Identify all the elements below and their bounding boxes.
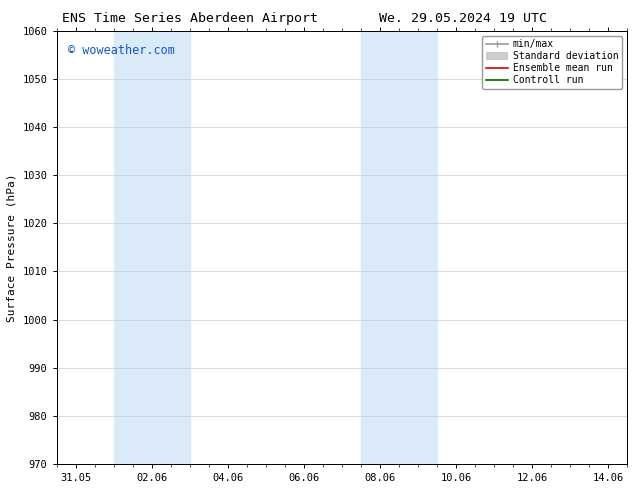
Text: © woweather.com: © woweather.com (68, 44, 175, 57)
Text: We. 29.05.2024 19 UTC: We. 29.05.2024 19 UTC (379, 12, 547, 25)
Y-axis label: Surface Pressure (hPa): Surface Pressure (hPa) (7, 173, 17, 321)
Legend: min/max, Standard deviation, Ensemble mean run, Controll run: min/max, Standard deviation, Ensemble me… (482, 36, 622, 89)
Text: ENS Time Series Aberdeen Airport: ENS Time Series Aberdeen Airport (62, 12, 318, 25)
Bar (361, 31, 437, 464)
Bar (113, 31, 190, 464)
